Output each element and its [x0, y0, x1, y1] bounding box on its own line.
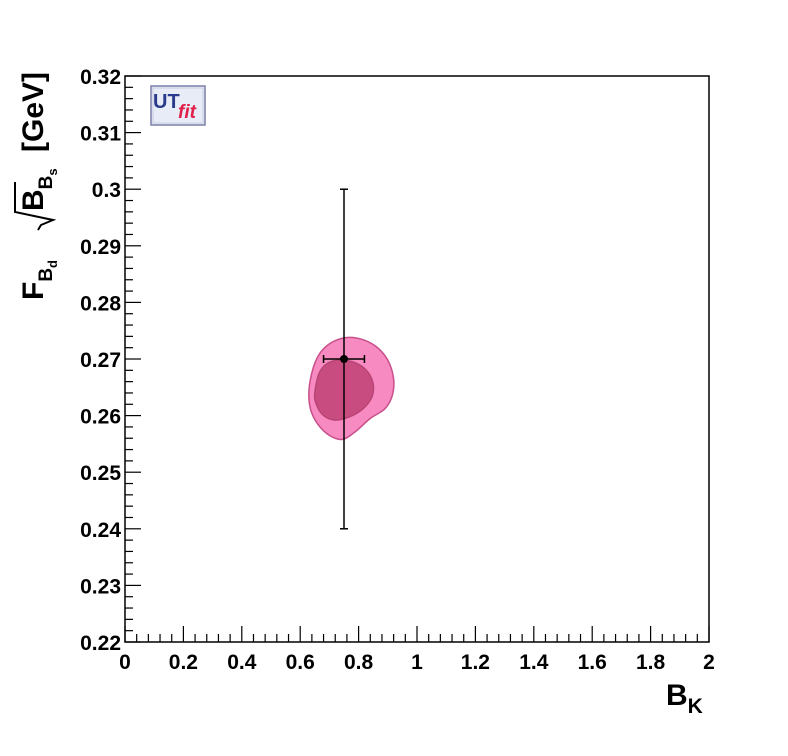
- logo-ut-text: UT: [153, 91, 180, 113]
- utfit-logo: UT fit: [150, 85, 206, 126]
- x-tick-label: 2: [703, 651, 715, 674]
- y-tick-label: 0.28: [80, 292, 121, 315]
- y-tick-label: 0.29: [80, 236, 121, 259]
- y-axis: 0.22 0.23 0.24 0.25 0.26 0.27 0.28 0.29 0.3 0.31 0…: [80, 66, 141, 655]
- y-tick-label: 0.31: [80, 123, 121, 146]
- logo-fit-text: fit: [178, 102, 197, 123]
- y-tick-label: 0.27: [80, 349, 121, 372]
- x-tick-label: 1.6: [578, 651, 607, 674]
- y-tick-label: 0.24: [80, 519, 121, 542]
- probability-regions: [308, 336, 395, 441]
- y-axis-title: FBd BBs [GeV]: [14, 72, 60, 300]
- y-tick-label: 0.25: [80, 462, 121, 485]
- svg-text:[GeV]: [GeV]: [17, 72, 50, 152]
- plot-frame: [124, 75, 710, 643]
- x-tick-label: 1.2: [461, 651, 490, 674]
- svg-text:BBs: BBs: [17, 168, 60, 211]
- y-tick-label: 0.26: [80, 406, 121, 429]
- svg-text:FBd: FBd: [17, 260, 60, 300]
- x-tick-label: 0.8: [344, 651, 374, 674]
- y-tick-label: 0.23: [80, 575, 121, 598]
- x-tick-label: 0.6: [286, 651, 315, 674]
- x-tick-label: 0.4: [227, 651, 257, 674]
- x-tick-label: 0: [119, 651, 131, 674]
- x-tick-label: 1.8: [636, 651, 666, 674]
- measurement-point: [322, 188, 366, 530]
- x-tick-label: 1: [411, 651, 423, 674]
- x-axis: 0 0.2 0.4 0.6 0.8 1 1.2 1.4 1.6 1.8 2: [119, 626, 715, 674]
- x-tick-label: 1.4: [519, 651, 549, 674]
- x-axis-title: BK: [666, 679, 703, 718]
- y-tick-label: 0.22: [80, 632, 121, 655]
- y-tick-label: 0.3: [92, 179, 121, 202]
- x-tick-label: 0.2: [169, 651, 198, 674]
- data-point: [340, 355, 348, 363]
- y-tick-label: 0.32: [80, 66, 121, 89]
